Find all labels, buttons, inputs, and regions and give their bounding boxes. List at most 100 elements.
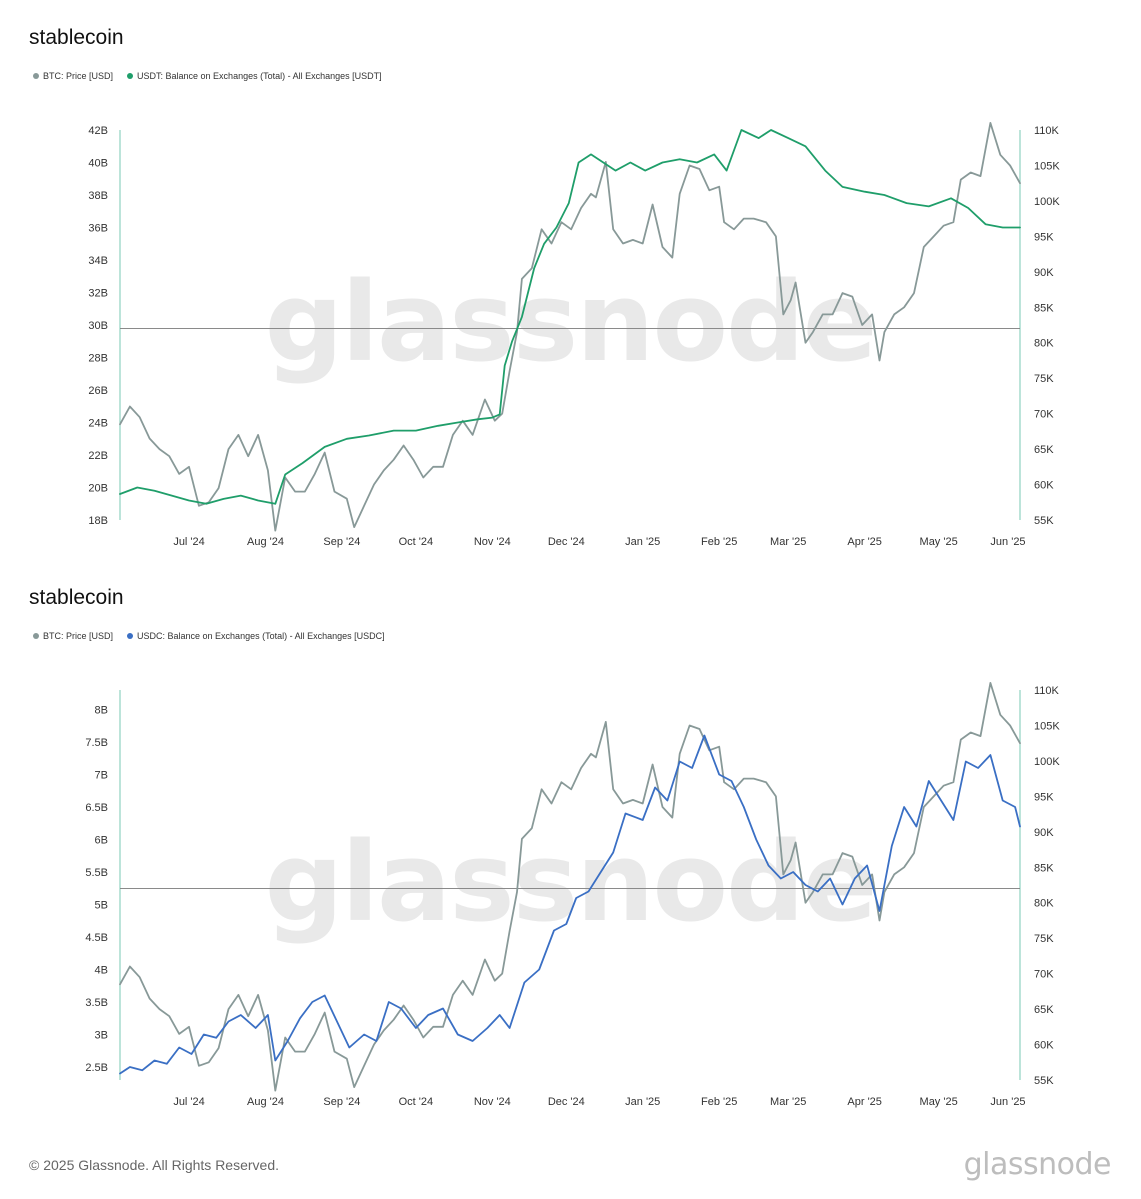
y-left-tick-label: 30B (88, 320, 108, 332)
watermark-text: glassnode (265, 818, 876, 946)
watermark-text: glassnode (265, 258, 876, 386)
y-right-tick-label: 85K (1034, 862, 1054, 874)
y-right-tick-label: 95K (1034, 791, 1054, 803)
y-left-tick-label: 22B (88, 450, 108, 462)
usdt-chart-svg: glassnode 18B 20B 22B 24B 26B 28B 30B 32B 34B 36B 3… (88, 122, 1060, 548)
legend-dot-btc-icon (33, 73, 39, 79)
legend-item-usdc[interactable]: USDC: Balance on Exchanges (Total) - All… (127, 631, 385, 641)
x-tick-label: Nov '24 (474, 1096, 511, 1108)
legend-item-usdt[interactable]: USDT: Balance on Exchanges (Total) - All… (127, 71, 382, 81)
chart-title: stablecoin (29, 26, 124, 49)
y-left-tick-label: 6.5B (85, 802, 108, 814)
x-tick-label: Mar '25 (770, 536, 806, 548)
y-left-tick-label: 3.5B (85, 997, 108, 1009)
y-right-tick-label: 95K (1034, 231, 1054, 243)
x-tick-label: Feb '25 (701, 536, 737, 548)
x-tick-label: Dec '24 (548, 1096, 585, 1108)
x-tick-label: Jun '25 (990, 536, 1025, 548)
legend-item-btc[interactable]: BTC: Price [USD] (33, 71, 113, 81)
legend-label-usdc: USDC: Balance on Exchanges (Total) - All… (137, 631, 385, 641)
legend-item-btc[interactable]: BTC: Price [USD] (33, 631, 113, 641)
stablecoin-balance-line[interactable] (119, 129, 1021, 505)
usdc-chart-svg: glassnode 2.5B 3B 3.5B 4B 4.5B 5B 5.5B 6B 6.5B 7B 7… (85, 682, 1060, 1108)
y-left-tick-label: 32B (88, 288, 108, 300)
y-right-tick-label: 105K (1034, 720, 1060, 732)
y-right-tick-label: 65K (1034, 444, 1054, 456)
x-tick-label: Nov '24 (474, 536, 511, 548)
y-right-tick-label: 65K (1034, 1004, 1054, 1016)
legend-label-usdt: USDT: Balance on Exchanges (Total) - All… (137, 71, 382, 81)
y-right-tick-label: 55K (1034, 515, 1054, 527)
legend-label-btc: BTC: Price [USD] (43, 631, 114, 641)
y-left-tick-label: 24B (88, 418, 108, 430)
glassnode-logo: glassnode (963, 1147, 1112, 1182)
usdc-chart-panel: stablecoin BTC: Price [USD] USDC: Balanc… (0, 560, 1141, 1120)
stablecoin-balance-line[interactable] (119, 734, 1021, 1075)
usdt-chart-panel: stablecoin BTC: Price [USD] USDT: Balanc… (0, 0, 1141, 560)
y-right-tick-label: 80K (1034, 898, 1054, 910)
x-tick-label: Feb '25 (701, 1096, 737, 1108)
y-left-tick-label: 7.5B (85, 737, 108, 749)
legend-dot-btc-icon (33, 633, 39, 639)
y-left-tick-label: 5.5B (85, 867, 108, 879)
y-left-tick-label: 34B (88, 255, 108, 267)
x-tick-label: Aug '24 (247, 1096, 284, 1108)
x-tick-label: Sep '24 (323, 1096, 360, 1108)
y-right-tick-label: 55K (1034, 1075, 1054, 1087)
chart-title: stablecoin (29, 586, 124, 609)
y-right-tick-label: 110K (1034, 685, 1060, 697)
y-right-tick-label: 75K (1034, 933, 1054, 945)
x-tick-label: Aug '24 (247, 536, 284, 548)
y-right-tick-label: 100K (1034, 756, 1060, 768)
y-left-tick-label: 4.5B (85, 932, 108, 944)
y-left-tick-label: 4B (95, 965, 108, 977)
y-right-tick-label: 90K (1034, 267, 1054, 279)
legend-label-btc: BTC: Price [USD] (43, 71, 114, 81)
x-tick-label: May '25 (920, 536, 958, 548)
y-right-tick-label: 80K (1034, 338, 1054, 350)
y-left-tick-label: 2.5B (85, 1062, 108, 1074)
btc-price-line[interactable] (119, 682, 1021, 1092)
copyright-text: © 2025 Glassnode. All Rights Reserved. (29, 1157, 280, 1173)
y-left-tick-label: 20B (88, 483, 108, 495)
y-left-tick-label: 8B (95, 705, 108, 717)
legend-dot-usdt-icon (127, 73, 134, 79)
y-left-tick-label: 6B (95, 835, 108, 847)
y-right-tick-label: 60K (1034, 480, 1054, 492)
y-left-tick-label: 18B (88, 515, 108, 527)
y-left-tick-label: 5B (95, 900, 108, 912)
y-right-tick-label: 70K (1034, 969, 1054, 981)
y-left-tick-label: 36B (88, 223, 108, 235)
x-tick-label: Dec '24 (548, 536, 585, 548)
x-tick-label: Jan '25 (625, 536, 660, 548)
btc-price-line[interactable] (119, 122, 1021, 532)
y-right-tick-label: 105K (1034, 160, 1060, 172)
x-tick-label: Jun '25 (990, 1096, 1025, 1108)
x-tick-label: Apr '25 (847, 1096, 882, 1108)
legend-dot-usdc-icon (127, 633, 134, 639)
x-tick-label: Jul '24 (173, 536, 204, 548)
y-right-tick-label: 75K (1034, 373, 1054, 385)
chart-legend: BTC: Price [USD] USDC: Balance on Exchan… (33, 631, 385, 641)
x-tick-label: Jul '24 (173, 1096, 204, 1108)
x-tick-label: Sep '24 (323, 536, 360, 548)
y-right-tick-label: 90K (1034, 827, 1054, 839)
chart-legend: BTC: Price [USD] USDT: Balance on Exchan… (33, 71, 382, 81)
x-tick-label: Jan '25 (625, 1096, 660, 1108)
x-tick-label: Oct '24 (399, 1096, 434, 1108)
y-left-tick-label: 38B (88, 190, 108, 202)
y-left-tick-label: 42B (88, 125, 108, 137)
y-left-tick-label: 3B (95, 1030, 108, 1042)
y-left-tick-label: 40B (88, 158, 108, 170)
x-tick-label: Apr '25 (847, 536, 882, 548)
y-right-tick-label: 60K (1034, 1040, 1054, 1052)
y-right-tick-label: 70K (1034, 409, 1054, 421)
y-right-tick-label: 85K (1034, 302, 1054, 314)
y-right-tick-label: 110K (1034, 125, 1060, 137)
y-left-tick-label: 7B (95, 770, 108, 782)
x-tick-label: Oct '24 (399, 536, 434, 548)
y-left-tick-label: 28B (88, 353, 108, 365)
x-tick-label: May '25 (920, 1096, 958, 1108)
x-tick-label: Mar '25 (770, 1096, 806, 1108)
y-left-tick-label: 26B (88, 385, 108, 397)
